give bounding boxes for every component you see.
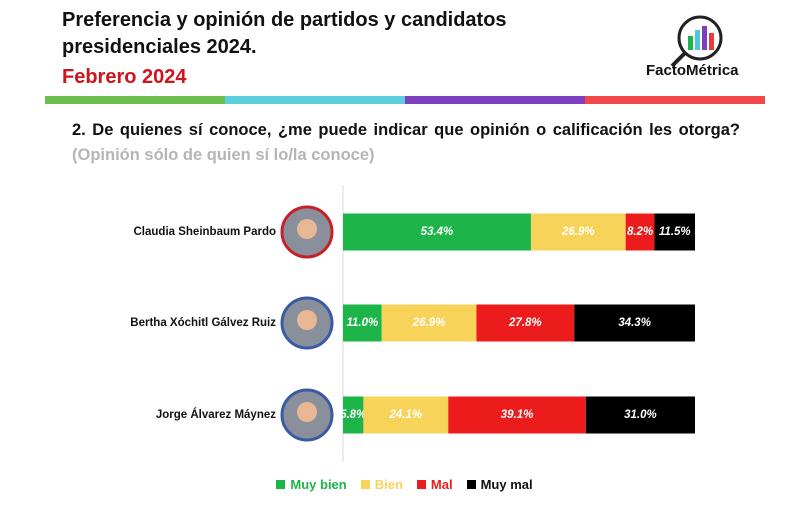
value-label: 34.3% xyxy=(618,317,651,329)
legend: Muy bien Bien Mal Muy mal xyxy=(0,477,809,492)
value-label: 24.1% xyxy=(389,409,423,421)
category-label: Claudia Sheinbaum Pardo xyxy=(134,226,277,238)
legend-label: Mal xyxy=(430,477,453,492)
bar-segment xyxy=(343,304,382,342)
question: 2. De quienes sí conoce, ¿me puede indic… xyxy=(72,118,740,168)
legend-label: Bien xyxy=(374,477,403,492)
legend-swatch xyxy=(360,480,370,489)
legend-swatch xyxy=(276,480,286,489)
bar-segment xyxy=(448,396,586,434)
value-label: 11.5% xyxy=(659,226,691,238)
logo-icon xyxy=(670,15,723,68)
value-label: 39.1% xyxy=(501,409,534,421)
color-strip xyxy=(45,96,765,104)
value-label: 11.0% xyxy=(346,317,378,329)
legend-swatch xyxy=(416,480,426,489)
bar-segment xyxy=(343,396,364,434)
value-label: 5.8% xyxy=(340,409,366,421)
legend-label: Muy bien xyxy=(290,477,347,492)
bar-segment xyxy=(363,396,449,434)
value-label: 53.4% xyxy=(421,226,454,238)
category-label: Bertha Xóchitl Gálvez Ruiz xyxy=(130,317,276,329)
legend-item: Mal xyxy=(416,477,453,492)
bar-segment xyxy=(381,304,477,342)
legend-label: Muy mal xyxy=(480,477,533,492)
value-label: 27.8% xyxy=(508,317,542,329)
bar-segment xyxy=(625,213,655,251)
bar-segment xyxy=(530,213,626,251)
avatar-face xyxy=(297,310,317,330)
legend-swatch xyxy=(466,480,476,489)
legend-item: Muy bien xyxy=(276,477,347,492)
note: (Opinión sólo de quien sí lo/la conoce) xyxy=(72,146,375,164)
avatar-face xyxy=(297,402,317,422)
value-label: 26.9% xyxy=(412,317,446,329)
question-text: 2. De quienes sí conoce, ¿me puede indic… xyxy=(72,121,740,139)
legend-item: Bien xyxy=(360,477,403,492)
subtitle: Febrero 2024 xyxy=(62,66,187,88)
bar-segment xyxy=(574,304,695,342)
value-label: 8.2% xyxy=(627,226,653,238)
bar-segment xyxy=(654,213,695,251)
value-label: 26.9% xyxy=(561,226,595,238)
title: Preferencia y opinión de partidos y cand… xyxy=(62,9,507,58)
value-label: 31.0% xyxy=(624,409,657,421)
bar-segment xyxy=(476,304,575,342)
bar-segment xyxy=(585,396,695,434)
category-label: Jorge Álvarez Máynez xyxy=(156,408,276,421)
legend-item: Muy mal xyxy=(466,477,533,492)
avatar-face xyxy=(297,219,317,239)
bar-segment xyxy=(343,213,531,251)
logo: FactoMétrica xyxy=(646,62,739,79)
